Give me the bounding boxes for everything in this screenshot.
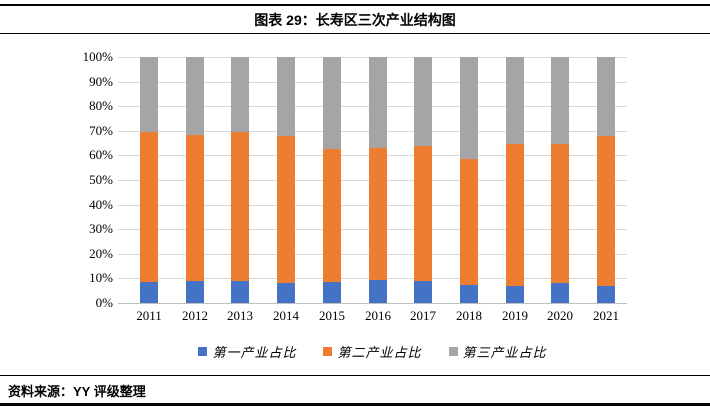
x-axis-tick-label: 2015 — [319, 308, 345, 323]
bar-segment — [231, 280, 249, 303]
x-axis-tick-label: 2012 — [182, 308, 208, 323]
bar-segment — [231, 132, 249, 281]
title-underline — [0, 33, 710, 34]
bar-2014 — [277, 57, 295, 303]
y-axis-tick-label: 80% — [89, 98, 113, 113]
plot-area — [118, 57, 627, 304]
bar-segment — [551, 57, 569, 145]
y-axis-tick-label: 30% — [89, 221, 113, 236]
legend-swatch-icon — [323, 347, 333, 356]
y-axis-tick-label: 20% — [89, 246, 113, 261]
y-axis-tick-label: 70% — [89, 123, 113, 138]
legend-label: 第三产业占比 — [462, 345, 547, 360]
bottom-rule — [0, 403, 710, 406]
bar-segment — [277, 283, 295, 303]
bar-segment — [186, 57, 204, 135]
x-axis-tick-label: 2014 — [273, 308, 299, 323]
bar-segment — [506, 285, 524, 303]
y-axis-tick-label: 40% — [89, 197, 113, 212]
legend-swatch-icon — [198, 347, 208, 356]
top-rule — [0, 4, 710, 6]
bar-segment — [460, 159, 478, 285]
bar-segment — [506, 144, 524, 286]
bar-segment — [140, 57, 158, 133]
bar-segment — [597, 57, 615, 136]
bar-segment — [323, 57, 341, 150]
bar-2011 — [140, 57, 158, 303]
chart-title: 图表 29：长寿区三次产业结构图 — [254, 12, 456, 28]
y-axis-tick-label: 60% — [89, 147, 113, 162]
x-axis-tick-label: 2018 — [456, 308, 482, 323]
bar-segment — [506, 57, 524, 145]
bar-segment — [277, 57, 295, 136]
x-axis-tick-label: 2011 — [136, 308, 162, 323]
bar-segment — [460, 284, 478, 303]
x-axis-tick-label: 2021 — [593, 308, 619, 323]
bar-segment — [414, 280, 432, 303]
bar-2018 — [460, 57, 478, 303]
x-axis-tick-label: 2013 — [227, 308, 253, 323]
bar-segment — [597, 285, 615, 303]
bar-segment — [369, 148, 387, 280]
y-axis-tick-label: 0% — [95, 295, 113, 310]
x-axis-tick-label: 2020 — [547, 308, 573, 323]
bar-segment — [414, 145, 432, 281]
y-axis-tick-label: 50% — [89, 172, 113, 187]
bar-2015 — [323, 57, 341, 303]
bar-segment — [186, 134, 204, 281]
bar-segment — [414, 57, 432, 146]
bar-2021 — [597, 57, 615, 303]
legend-swatch-icon — [448, 347, 458, 356]
x-axis: 2011 2012 2013 2014 2015 2016 2017 2018 2019 2020… — [0, 308, 710, 326]
bar-segment — [597, 135, 615, 286]
x-axis-tick-label: 2019 — [502, 308, 528, 323]
source-note: 资料来源：YY 评级整理 — [8, 384, 146, 399]
bar-segment — [323, 149, 341, 283]
legend-item: 第一产业占比 — [198, 342, 296, 361]
bar-segment — [460, 57, 478, 160]
bar-segment — [231, 57, 249, 133]
legend-label: 第一产业占比 — [212, 345, 297, 360]
legend-item: 第三产业占比 — [448, 342, 547, 361]
bar-segment — [369, 57, 387, 149]
y-axis-tick-label: 100% — [82, 49, 113, 64]
bar-segment — [140, 282, 158, 303]
bar-2020 — [551, 57, 569, 303]
gridline — [118, 303, 627, 304]
bar-2013 — [231, 57, 249, 303]
x-axis-tick-label: 2017 — [410, 308, 436, 323]
y-axis: 100% 90% 80% 70% 60% 50% 40% 30% 20% 10% 0% — [0, 0, 113, 340]
bar-segment — [277, 135, 295, 284]
y-axis-tick-label: 10% — [89, 270, 113, 285]
bar-segment — [551, 144, 569, 284]
bar-segment — [551, 283, 569, 303]
bar-2016 — [369, 57, 387, 303]
legend-item: 第二产业占比 — [323, 342, 421, 361]
source-divider — [0, 375, 710, 376]
y-axis-tick-label: 90% — [89, 74, 113, 89]
legend-label: 第二产业占比 — [337, 345, 422, 360]
bar-segment — [140, 132, 158, 283]
bar-segment — [186, 280, 204, 303]
bar-segment — [323, 282, 341, 303]
bar-segment — [369, 279, 387, 303]
bar-2017 — [414, 57, 432, 303]
bar-2012 — [186, 57, 204, 303]
x-axis-tick-label: 2016 — [365, 308, 391, 323]
bar-2019 — [506, 57, 524, 303]
legend: 第一产业占比 第二产业占比 第三产业占比 — [118, 342, 627, 361]
